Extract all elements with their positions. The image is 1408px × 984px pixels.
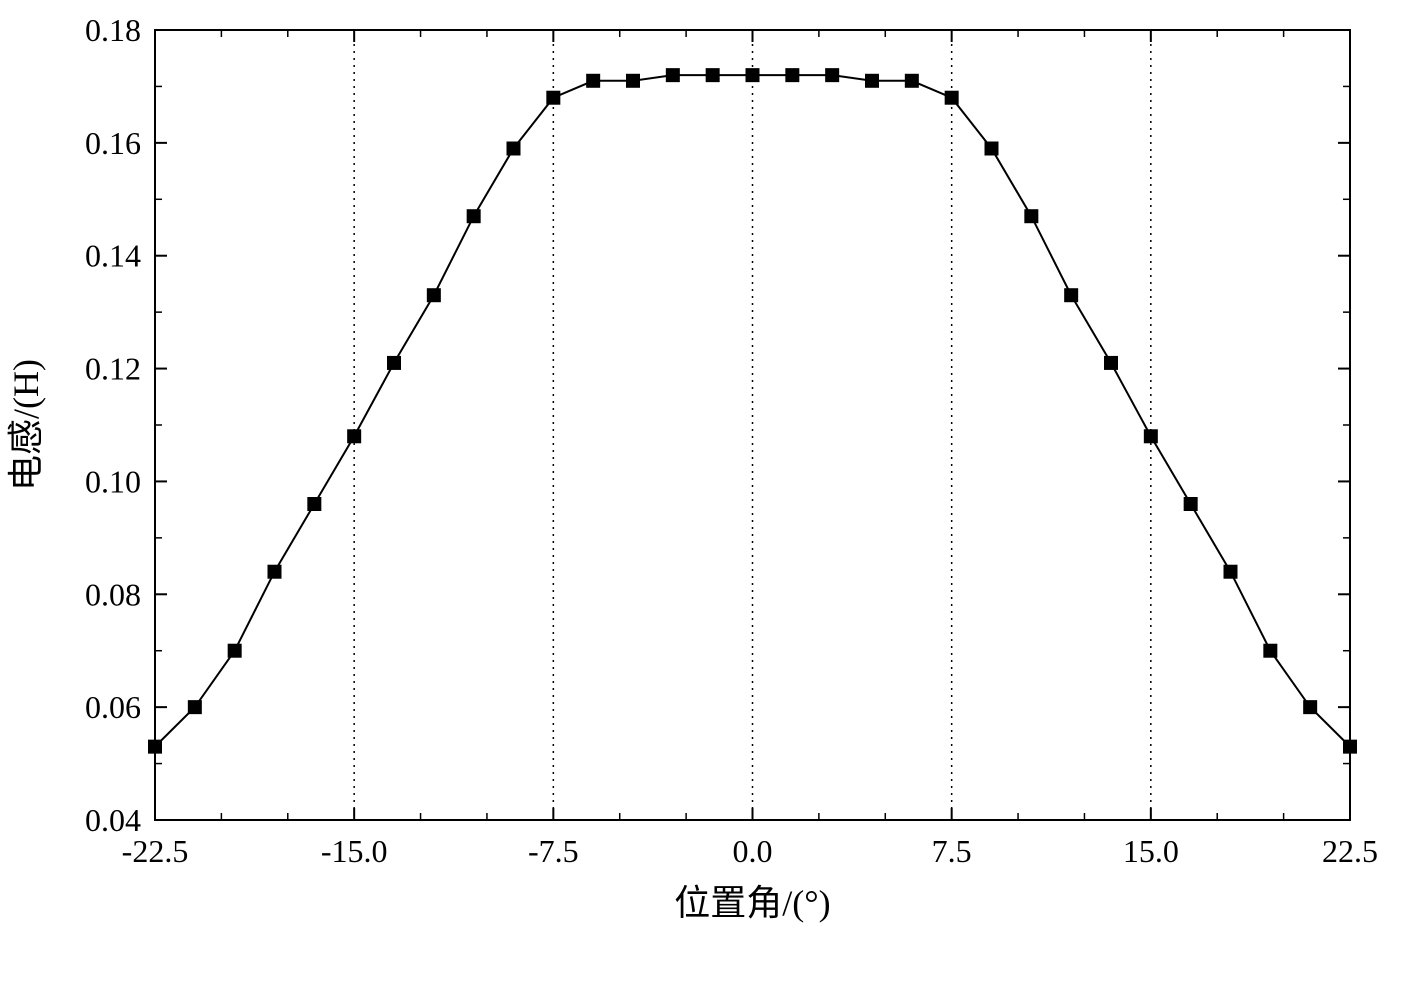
- data-marker: [307, 497, 321, 511]
- data-marker: [666, 68, 680, 82]
- data-marker: [1184, 497, 1198, 511]
- data-marker: [1064, 288, 1078, 302]
- ytick-label: 0.04: [85, 802, 141, 838]
- plot-frame: [155, 30, 1350, 820]
- data-marker: [985, 142, 999, 156]
- xtick-label: 7.5: [932, 833, 972, 869]
- data-marker: [706, 68, 720, 82]
- data-marker: [427, 288, 441, 302]
- data-marker: [1343, 740, 1357, 754]
- data-marker: [228, 644, 242, 658]
- ytick-label: 0.12: [85, 351, 141, 387]
- data-marker: [785, 68, 799, 82]
- data-marker: [825, 68, 839, 82]
- ytick-label: 0.06: [85, 689, 141, 725]
- ytick-label: 0.10: [85, 463, 141, 499]
- data-marker: [1224, 565, 1238, 579]
- data-marker: [746, 68, 760, 82]
- data-marker: [1263, 644, 1277, 658]
- ytick-label: 0.14: [85, 238, 141, 274]
- data-marker: [387, 356, 401, 370]
- data-marker: [1024, 209, 1038, 223]
- data-marker: [467, 209, 481, 223]
- ytick-label: 0.16: [85, 125, 141, 161]
- data-marker: [905, 74, 919, 88]
- data-marker: [1303, 700, 1317, 714]
- data-marker: [626, 74, 640, 88]
- ytick-label: 0.08: [85, 576, 141, 612]
- data-marker: [188, 700, 202, 714]
- xtick-label: 15.0: [1123, 833, 1179, 869]
- xtick-label: -7.5: [528, 833, 579, 869]
- data-marker: [347, 429, 361, 443]
- chart-svg: -22.5 -15.0 -7.5 0.0 7.5 15.0 22.5 0.04 0.06 0.08…: [0, 0, 1408, 984]
- y-axis-label: 电感/(H): [6, 359, 46, 491]
- data-marker: [1104, 356, 1118, 370]
- data-marker: [507, 142, 521, 156]
- xtick-label: -15.0: [321, 833, 388, 869]
- data-line: [155, 75, 1350, 747]
- data-marker: [865, 74, 879, 88]
- data-marker: [148, 740, 162, 754]
- xtick-label: 22.5: [1322, 833, 1378, 869]
- xtick-label: 0.0: [733, 833, 773, 869]
- data-marker: [586, 74, 600, 88]
- data-marker: [268, 565, 282, 579]
- xtick-label: -22.5: [122, 833, 189, 869]
- ytick-label: 0.18: [85, 12, 141, 48]
- x-axis-label: 位置角/(°): [674, 883, 830, 923]
- chart-container: -22.5 -15.0 -7.5 0.0 7.5 15.0 22.5 0.04 0.06 0.08…: [0, 0, 1408, 984]
- data-marker: [945, 91, 959, 105]
- data-marker: [546, 91, 560, 105]
- data-marker: [1144, 429, 1158, 443]
